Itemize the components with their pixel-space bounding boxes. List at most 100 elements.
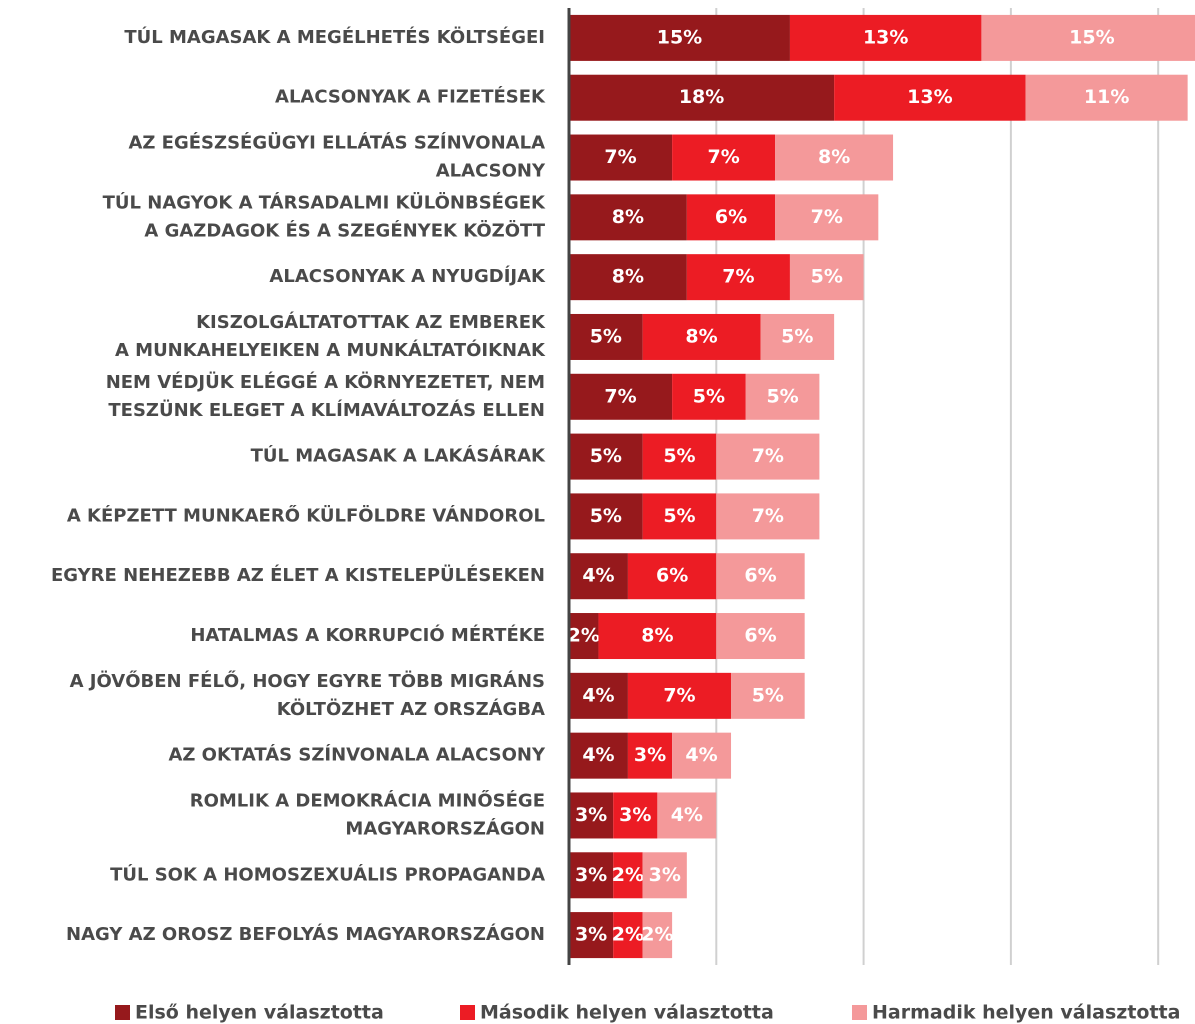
value-label: 4% — [582, 744, 614, 766]
bar-segment — [672, 134, 776, 181]
bar-segment — [627, 732, 673, 779]
category-label: AZ OKTATÁS SZÍNVONALA ALACSONY — [168, 744, 546, 766]
category-label: A GAZDAGOK ÉS A SZEGÉNYEK KÖZÖTT — [144, 219, 545, 241]
bar-segment — [657, 792, 717, 839]
value-label: 7% — [811, 206, 843, 228]
category-label: TÚL MAGASAK A LAKÁSÁRAK — [251, 445, 546, 467]
value-label: 8% — [612, 266, 644, 288]
category-label: ALACSONYAK A NYUGDÍJAK — [269, 265, 546, 287]
value-label: 5% — [590, 325, 622, 347]
value-label: 15% — [657, 26, 702, 48]
value-label: 7% — [604, 385, 636, 407]
bar-segment — [598, 613, 717, 660]
value-label: 7% — [752, 505, 784, 527]
bar-segment — [716, 493, 820, 540]
category-label: HATALMAS A KORRUPCIÓ MÉRTÉKE — [190, 624, 545, 646]
bar-segment — [569, 553, 628, 600]
bar-segment — [745, 373, 820, 420]
legend-swatch — [115, 1005, 130, 1020]
category-label: KÖLTÖZHET AZ ORSZÁGBA — [277, 698, 545, 720]
value-label: 5% — [590, 445, 622, 467]
value-label: 2% — [568, 625, 600, 647]
value-label: 5% — [766, 385, 798, 407]
value-label: 3% — [634, 744, 666, 766]
bar-segment — [642, 433, 717, 480]
value-label: 18% — [679, 86, 724, 108]
bar-segment — [627, 672, 732, 719]
category-label: EGYRE NEHEZEBB AZ ÉLET A KISTELEPÜLÉSEKE… — [51, 564, 545, 586]
value-label: 5% — [590, 505, 622, 527]
bar-segment — [569, 373, 673, 420]
bar-segment — [686, 254, 790, 301]
value-label: 3% — [575, 924, 607, 946]
bar-segment — [716, 553, 805, 600]
bar-segment — [569, 134, 673, 181]
value-label: 7% — [708, 146, 740, 168]
value-label: 2% — [612, 924, 644, 946]
legend-label: Második helyen választotta — [480, 1002, 774, 1024]
value-label: 6% — [744, 565, 776, 587]
category-label: TÚL MAGASAK A MEGÉLHETÉS KÖLTSÉGEI — [124, 26, 545, 48]
bar-segment — [569, 74, 835, 121]
value-label: 15% — [1069, 26, 1114, 48]
category-label: ALACSONYAK A FIZETÉSEK — [275, 86, 546, 108]
bar-segment — [569, 852, 614, 899]
value-label: 4% — [685, 744, 717, 766]
bar-segment — [1025, 74, 1188, 121]
category-label: A MUNKAHELYEIKEN A MUNKÁLTATÓIKNAK — [115, 339, 546, 361]
bar-segment — [981, 14, 1195, 61]
bar-segment — [789, 254, 864, 301]
category-label: KISZOLGÁLTATOTTAK AZ EMBEREK — [196, 311, 546, 333]
bar-segment — [569, 254, 687, 301]
bar-segment — [569, 732, 628, 779]
bar-segment — [569, 613, 599, 660]
bar-segment — [686, 194, 776, 241]
legend-swatch — [852, 1005, 867, 1020]
value-label: 5% — [663, 445, 695, 467]
value-label: 7% — [604, 146, 636, 168]
value-label: 4% — [671, 804, 703, 826]
bar-segment — [716, 433, 820, 480]
bar-segment — [672, 373, 746, 420]
bar-segment — [642, 912, 673, 959]
value-label: 8% — [685, 325, 717, 347]
value-label: 6% — [744, 625, 776, 647]
bar-segment — [569, 433, 643, 480]
value-label: 6% — [715, 206, 747, 228]
category-label: A KÉPZETT MUNKAERŐ KÜLFÖLDRE VÁNDOROL — [67, 504, 545, 526]
bar-segment — [627, 553, 717, 600]
value-label: 11% — [1084, 86, 1129, 108]
bar-segment — [613, 792, 658, 839]
category-label: TÚL SOK A HOMOSZEXUÁLIS PROPAGANDA — [110, 863, 545, 885]
category-label: NEM VÉDJÜK ELÉGGÉ A KÖRNYEZETET, NEM — [106, 371, 545, 393]
value-label: 4% — [582, 565, 614, 587]
category-label: TESZÜNK ELEGET A KLÍMAVÁLTOZÁS ELLEN — [108, 399, 545, 421]
value-label: 4% — [582, 684, 614, 706]
bar-segment — [569, 672, 628, 719]
category-label: ROMLIK A DEMOKRÁCIA MINŐSÉGE — [190, 789, 545, 811]
value-label: 13% — [863, 26, 908, 48]
value-label: 3% — [575, 804, 607, 826]
category-label: A JÖVŐBEN FÉLŐ, HOGY EGYRE TÖBB MIGRÁNS — [70, 670, 545, 692]
value-label: 2% — [641, 924, 673, 946]
value-label: 5% — [781, 325, 813, 347]
value-label: 3% — [649, 864, 681, 886]
value-label: 3% — [575, 864, 607, 886]
value-label: 13% — [907, 86, 952, 108]
bar-segment — [642, 313, 761, 360]
bar-segment — [642, 852, 687, 899]
bar-segment — [642, 493, 717, 540]
value-label: 8% — [612, 206, 644, 228]
value-label: 8% — [818, 146, 850, 168]
category-label: AZ EGÉSZSÉGÜGYI ELLÁTÁS SZÍNVONALA — [128, 132, 545, 154]
value-label: 5% — [693, 385, 725, 407]
category-label: ALACSONY — [436, 161, 546, 182]
legend-swatch — [460, 1005, 475, 1020]
bar-segment — [569, 792, 614, 839]
value-label: 7% — [663, 684, 695, 706]
bar-segment — [672, 732, 732, 779]
bar-segment — [613, 912, 643, 959]
bar-segment — [569, 313, 643, 360]
value-label: 7% — [752, 445, 784, 467]
